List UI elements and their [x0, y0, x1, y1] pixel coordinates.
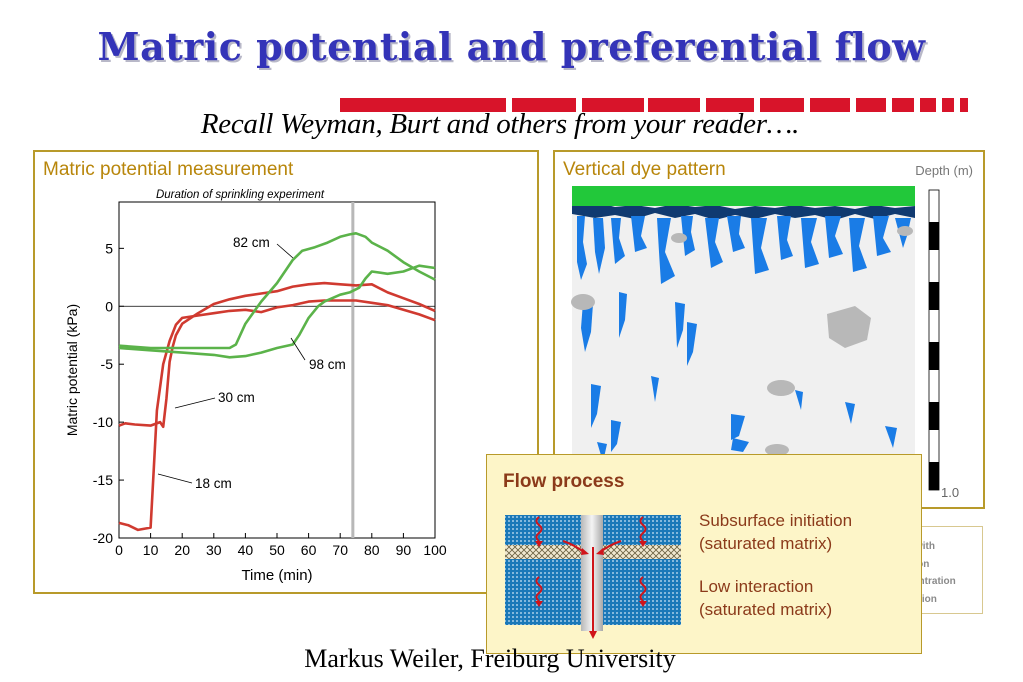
series-line — [118, 264, 436, 359]
y-tick-label: -5 — [101, 356, 114, 372]
x-tick-label: 20 — [174, 542, 190, 558]
flow-process-diagram — [505, 515, 681, 639]
accent-segment — [340, 98, 506, 112]
matric-potential-panel: Matric potential measurement Duration of… — [33, 150, 539, 594]
y-tick-label: 5 — [105, 240, 113, 256]
accent-segment — [856, 98, 886, 112]
flow-item-1: Subsurface initiation (saturated matrix) — [699, 509, 852, 555]
depth-max-label: 1.0 — [941, 485, 960, 500]
dye-pattern-panel: Vertical dye pattern Depth (m) — [553, 150, 985, 509]
x-tick-label: 60 — [301, 542, 317, 558]
matric-potential-chart: Duration of sprinkling experiment 0 10 20 3… — [64, 189, 447, 584]
annotation-leader — [174, 397, 216, 409]
panel-title: Matric potential measurement — [43, 159, 294, 180]
y-tick-label: -10 — [93, 414, 113, 430]
slide-footer: Markus Weiler, Freiburg University — [304, 644, 676, 673]
flow-process-box: Flow process — [486, 454, 922, 654]
accent-segment — [920, 98, 936, 112]
y-tick-label: -20 — [93, 530, 113, 546]
slide-subtitle: Recall Weyman, Burt and others from your… — [200, 108, 800, 140]
flow-item-2: Low interaction (saturated matrix) — [699, 575, 832, 621]
x-tick-label: 100 — [423, 542, 447, 558]
series-line — [118, 232, 436, 350]
series-annotation: 98 cm — [309, 357, 346, 372]
x-tick-label: 90 — [396, 542, 412, 558]
y-axis-label: Matric potential (kPa) — [64, 304, 80, 436]
accent-segment — [892, 98, 914, 112]
x-tick-label: 0 — [115, 542, 123, 558]
annotation-leader — [276, 243, 294, 259]
partially-hidden-box: with tion entration ation — [911, 526, 983, 614]
flow-process-title: Flow process — [503, 471, 625, 492]
accent-segment — [942, 98, 954, 112]
flow-item-2-line1: Low interaction — [699, 577, 814, 596]
accent-segment — [960, 98, 968, 112]
dye-stains — [577, 216, 911, 462]
slide-title: Matric potential and preferential flow — [97, 24, 926, 69]
accent-segment — [512, 98, 576, 112]
hidden-box-text: ation — [913, 594, 937, 605]
flow-item-1-line2: (saturated matrix) — [699, 534, 833, 553]
panel-title: Vertical dye pattern — [563, 159, 726, 180]
plot-frame — [118, 201, 436, 539]
series-line — [118, 299, 436, 532]
dark-dye-band — [572, 203, 915, 220]
hidden-box-text: entration — [913, 576, 956, 587]
y-tick-label: -15 — [93, 472, 113, 488]
dye-pattern-image — [571, 186, 940, 506]
x-tick-label: 30 — [206, 542, 222, 558]
annotation-leader — [290, 337, 306, 361]
x-tick-label: 10 — [143, 542, 159, 558]
x-tick-label: 80 — [364, 542, 380, 558]
flow-item-1-line1: Subsurface initiation — [699, 511, 853, 530]
stones — [571, 226, 913, 456]
flow-item-2-line2: (saturated matrix) — [699, 600, 833, 619]
sprinkling-end-marker — [351, 202, 355, 538]
arrow-heads — [535, 541, 647, 639]
x-axis-label: Time (min) — [241, 567, 312, 584]
accent-segment — [706, 98, 754, 112]
accent-segment — [810, 98, 850, 112]
accent-segment — [760, 98, 804, 112]
depth-label: Depth (m) — [915, 163, 973, 178]
depth-scale-segments — [929, 222, 939, 490]
x-tick-label: 70 — [332, 542, 348, 558]
series-annotation: 18 cm — [195, 476, 232, 491]
x-tick-label: 50 — [269, 542, 285, 558]
annotation-leader — [157, 473, 193, 484]
accent-segment — [648, 98, 700, 112]
chart-title: Duration of sprinkling experiment — [156, 189, 325, 201]
surface-layer — [572, 186, 915, 206]
y-tick-label: 0 — [105, 298, 113, 314]
series-annotation: 30 cm — [218, 390, 255, 405]
series-line — [118, 281, 436, 429]
series-annotation: 82 cm — [233, 235, 270, 250]
hidden-box-text: with — [915, 541, 935, 552]
accent-segment — [582, 98, 644, 112]
x-tick-label: 40 — [238, 542, 254, 558]
